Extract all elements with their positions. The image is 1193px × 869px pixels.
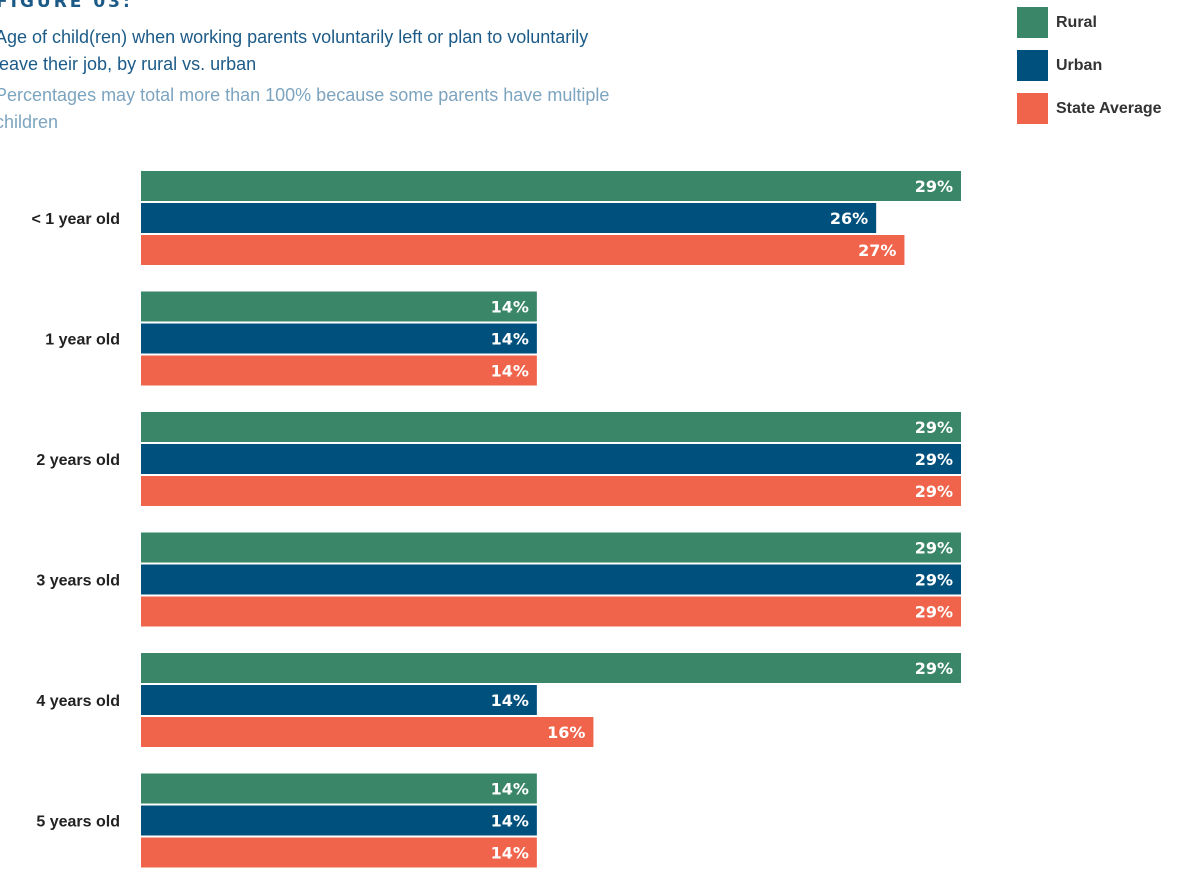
bar-state-average: [141, 476, 961, 506]
bar-rural: [141, 171, 961, 201]
bar-group: 4 years old 29% 14% 16%: [36, 653, 961, 747]
data-label: 14%: [491, 812, 529, 831]
bar-state-average: [141, 837, 537, 868]
data-label: 27%: [858, 241, 896, 260]
bar-state-average: [141, 717, 594, 747]
bar-urban: [141, 323, 537, 354]
data-label: 29%: [915, 482, 953, 501]
data-label: 26%: [830, 209, 868, 228]
category-label: 4 years old: [36, 693, 120, 710]
bar-group: 2 years old 29% 29% 29%: [36, 412, 961, 506]
legend-swatch-state-average: [1017, 93, 1048, 124]
chart-subtitle: Percentages may total more than 100% bec…: [0, 85, 610, 132]
category-label: < 1 year old: [32, 211, 121, 228]
bar-group: 3 years old 29% 29% 29%: [36, 532, 961, 627]
bar-state-average: [141, 235, 905, 265]
bar-urban: [141, 203, 877, 233]
data-label: 29%: [915, 603, 953, 622]
data-label: 29%: [915, 450, 953, 469]
category-label: 5 years old: [36, 814, 120, 831]
data-label: 14%: [491, 691, 529, 710]
data-label: 29%: [915, 659, 953, 678]
data-label: 14%: [491, 780, 529, 799]
data-label: 14%: [491, 330, 529, 349]
bar-group: 1 year old 14% 14% 14%: [45, 291, 537, 386]
data-label: 14%: [491, 298, 529, 317]
legend-item-rural: Rural: [1017, 7, 1162, 38]
data-label: 16%: [547, 723, 585, 742]
data-label: 29%: [915, 177, 953, 196]
bar-rural: [141, 532, 961, 563]
category-label: 1 year old: [45, 332, 120, 349]
bar-state-average: [141, 596, 961, 627]
data-label: 29%: [915, 418, 953, 437]
bar-state-average: [141, 355, 537, 386]
bar-group: < 1 year old 29% 26% 27%: [32, 171, 961, 265]
data-label: 29%: [915, 539, 953, 558]
bar-urban: [141, 444, 961, 474]
bar-urban: [141, 805, 537, 836]
figure-label: FIGURE 03:: [0, 0, 133, 12]
category-label: 2 years old: [36, 452, 120, 469]
legend-label-state-average: State Average: [1056, 99, 1162, 117]
legend-swatch-rural: [1017, 7, 1048, 38]
bar-rural: [141, 412, 961, 442]
legend-swatch-urban: [1017, 50, 1048, 81]
bar-urban: [141, 564, 961, 595]
data-label: 14%: [491, 844, 529, 863]
category-label: 3 years old: [36, 573, 120, 590]
chart-title: Age of child(ren) when working parents v…: [0, 27, 589, 74]
bar-urban: [141, 685, 537, 715]
data-label: 29%: [915, 571, 953, 590]
legend-label-rural: Rural: [1056, 13, 1097, 31]
data-label: 14%: [491, 362, 529, 381]
bar-group: 5 years old 14% 14% 14%: [36, 773, 537, 868]
legend-label-urban: Urban: [1056, 56, 1103, 74]
chart-legend: Rural Urban State Average: [1017, 7, 1162, 136]
legend-item-urban: Urban: [1017, 50, 1162, 81]
bar-rural: [141, 653, 961, 683]
bar-rural: [141, 291, 537, 322]
bar-rural: [141, 773, 537, 804]
legend-item-state-average: State Average: [1017, 93, 1162, 124]
